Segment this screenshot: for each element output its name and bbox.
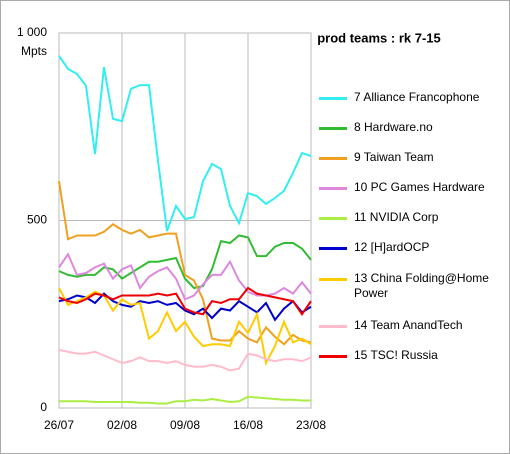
x-tick-label: 16/08 — [233, 418, 263, 432]
series-line — [58, 234, 312, 290]
legend-swatch — [319, 157, 347, 160]
x-tick-label: 23/08 — [296, 418, 326, 432]
legend-swatch — [319, 325, 347, 328]
series-line — [59, 395, 311, 405]
legend-swatch — [319, 247, 347, 250]
series-line — [58, 180, 312, 346]
legend-swatch — [319, 217, 347, 220]
y-tick-label: 1 000 — [17, 25, 47, 39]
x-tick-label: 09/08 — [170, 418, 200, 432]
x-tick-label: 02/08 — [107, 418, 137, 432]
series-line — [58, 286, 312, 317]
legend-label: 7 Alliance Francophone — [354, 90, 480, 104]
legend-label: 15 TSC! Russia — [354, 348, 438, 362]
series-line — [58, 292, 312, 322]
series-line — [58, 252, 312, 301]
chart-title: prod teams : rk 7-15 — [317, 30, 441, 45]
series-line — [58, 348, 312, 372]
legend-swatch — [319, 127, 347, 130]
legend-label: 13 China Folding@Home Power — [354, 271, 489, 300]
legend-label: 8 Hardware.no — [354, 120, 433, 134]
legend-swatch — [319, 278, 347, 281]
y-tick-label: 500 — [27, 213, 47, 227]
legend-label: 12 [H]ardOCP — [354, 240, 430, 254]
legend-label: 10 PC Games Hardware — [354, 180, 485, 194]
legend-swatch — [319, 187, 347, 190]
x-tick-label: 26/07 — [44, 418, 74, 432]
legend-swatch — [319, 97, 347, 100]
legend-label: 9 Taiwan Team — [354, 150, 434, 164]
legend-label: 11 NVIDIA Corp — [354, 210, 439, 224]
series-line — [58, 55, 312, 232]
legend-swatch — [319, 355, 347, 358]
y-axis-label: Mpts — [21, 44, 47, 58]
y-tick-label: 0 — [40, 400, 47, 414]
legend-label: 14 Team AnandTech — [354, 318, 463, 332]
